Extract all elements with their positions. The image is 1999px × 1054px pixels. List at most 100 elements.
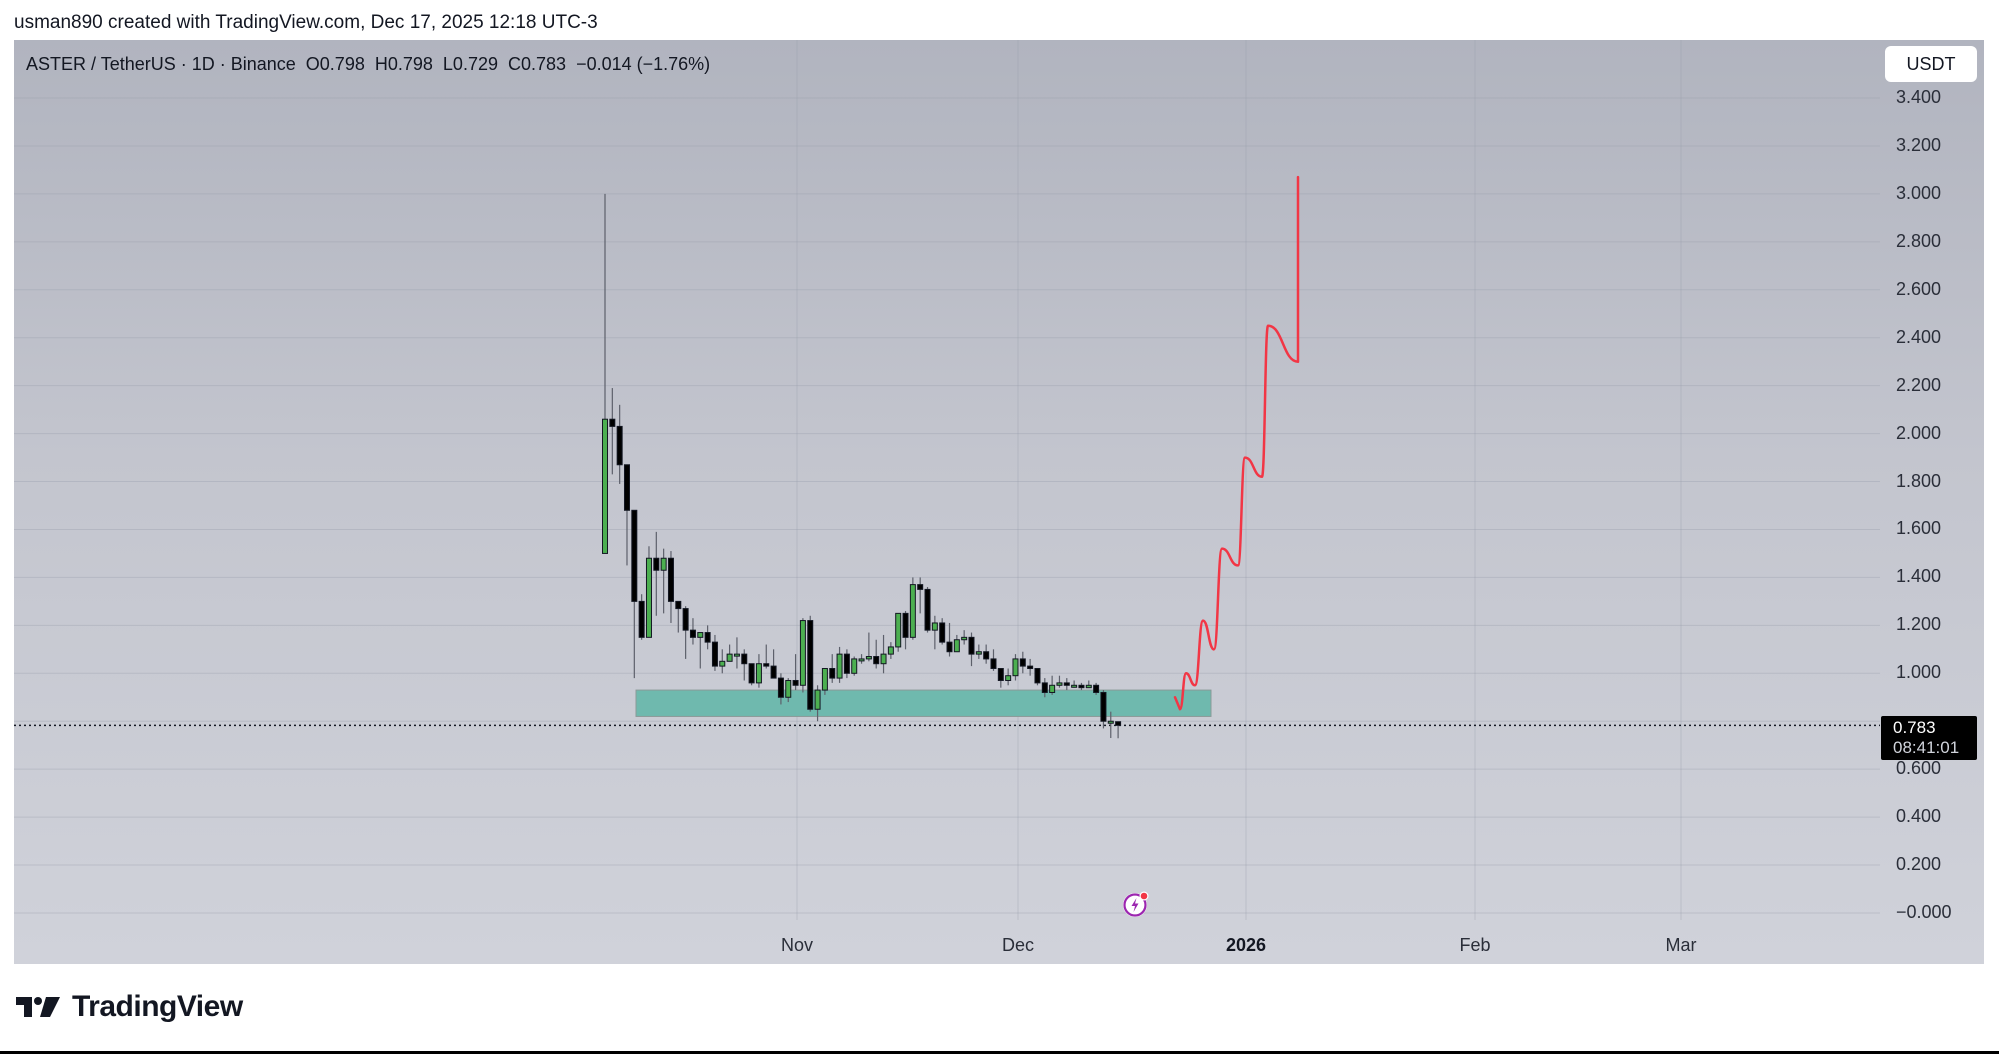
bullish-candle	[909, 584, 916, 638]
bullish-candle	[726, 653, 733, 662]
bullish-candle	[719, 660, 726, 667]
lightning-event-icon[interactable]	[1120, 888, 1152, 920]
price-axis-label: 3.000	[1896, 182, 1942, 203]
bearish-candle	[902, 612, 909, 638]
bearish-candle	[1115, 721, 1122, 726]
bullish-candle	[821, 668, 828, 691]
bullish-candle	[953, 639, 960, 653]
price-axis-label: 3.400	[1896, 87, 1942, 108]
bearish-candle	[777, 677, 784, 698]
projection-line-drawing	[1173, 175, 1300, 711]
bearish-candle	[675, 600, 682, 610]
currency-button[interactable]: USDT	[1885, 46, 1977, 82]
bearish-candle	[873, 656, 880, 665]
bearish-candle	[682, 608, 689, 631]
support-zone-rectangle	[635, 689, 1212, 717]
bullish-candle	[814, 689, 821, 710]
bullish-candle	[799, 620, 806, 686]
bearish-candle	[843, 653, 850, 674]
bearish-candle	[917, 584, 924, 590]
bullish-candle	[975, 651, 982, 655]
bullish-candle	[755, 663, 762, 684]
price-axis-label: 3.200	[1896, 134, 1942, 155]
legend-close: C0.783	[508, 54, 567, 74]
legend-low: L0.729	[442, 54, 498, 74]
bullish-candle	[1005, 675, 1012, 681]
bullish-candle	[931, 622, 938, 631]
bearish-candle	[711, 641, 718, 667]
bearish-candle	[1093, 684, 1100, 693]
time-axis-label: Mar	[1665, 935, 1697, 955]
price-axis-label: 1.400	[1896, 566, 1942, 587]
bearish-candle	[609, 418, 616, 427]
bearish-candle	[623, 464, 630, 511]
last-price-value: 0.783	[1893, 718, 1936, 737]
bearish-candle	[653, 557, 660, 571]
price-axis-label: 2.400	[1896, 326, 1942, 347]
bearish-candle	[983, 651, 990, 660]
bullish-candle	[1085, 684, 1092, 689]
bullish-candle	[895, 612, 902, 648]
bearish-candle	[1019, 658, 1026, 667]
price-axis-label: 2.200	[1896, 374, 1942, 395]
price-axis-label: 2.000	[1896, 422, 1942, 443]
bullish-candle	[733, 653, 740, 657]
bearish-candle	[1041, 682, 1048, 693]
bearish-candle	[807, 620, 814, 710]
bullish-candle	[645, 557, 652, 638]
price-axis-label: 0.200	[1896, 854, 1942, 875]
bullish-candle	[836, 653, 843, 679]
price-axis-label: 1.800	[1896, 470, 1942, 491]
bearish-candle	[939, 622, 946, 643]
bearish-candle	[741, 653, 748, 665]
bullish-candle	[785, 679, 792, 698]
legend-symbol[interactable]: ASTER / TetherUS · 1D · Binance	[26, 54, 296, 74]
bullish-candle	[1012, 658, 1019, 677]
bearish-candle	[1063, 682, 1070, 686]
bullish-candle	[602, 418, 608, 554]
legend-high: H0.798	[374, 54, 433, 74]
time-axis-label: 2026	[1225, 935, 1267, 955]
bullish-candle	[1056, 682, 1063, 686]
price-axis-label: −0.000	[1896, 902, 1952, 922]
legend-open: O0.798	[305, 54, 365, 74]
bearish-candle	[946, 641, 953, 653]
price-axis-label: 2.800	[1896, 230, 1942, 251]
price-axis-label: 0.600	[1896, 758, 1942, 779]
bearish-candle	[829, 668, 836, 679]
bearish-candle	[763, 663, 770, 667]
bearish-candle	[704, 632, 711, 643]
bearish-candle	[1034, 668, 1041, 684]
bearish-candle	[990, 658, 997, 670]
bearish-candle	[638, 600, 645, 638]
bearish-candle	[968, 636, 975, 655]
bearish-candle	[631, 509, 638, 602]
attribution-text: usman890 created with TradingView.com, D…	[14, 12, 598, 33]
bullish-candle	[1107, 720, 1114, 724]
price-axis-label: 2.600	[1896, 278, 1942, 299]
price-axis-label: 1.600	[1896, 518, 1942, 539]
bearish-candle	[616, 425, 623, 466]
time-axis-label: Dec	[1001, 935, 1035, 955]
bullish-candle	[887, 646, 894, 655]
bearish-candle	[997, 668, 1004, 681]
bullish-candle	[1071, 684, 1078, 688]
bullish-candle	[660, 557, 667, 571]
bearish-candle	[792, 679, 799, 686]
last-price-tag: 0.783 08:41:01	[1881, 716, 1977, 760]
bearish-candle	[1100, 691, 1107, 722]
bullish-candle	[1049, 684, 1056, 693]
symbol-legend: ASTER / TetherUS · 1D · Binance O0.798 H…	[26, 54, 710, 75]
bullish-candle	[961, 636, 968, 641]
price-axis-label: 1.200	[1896, 614, 1942, 635]
tradingview-logo[interactable]: TradingView	[16, 990, 243, 1024]
chart-pane[interactable]	[14, 40, 1984, 964]
bearish-candle	[667, 557, 674, 602]
price-axis-label: 1.000	[1896, 662, 1942, 683]
bearish-candle	[1027, 665, 1034, 670]
bearish-candle	[748, 663, 755, 684]
bottom-border	[0, 1051, 1999, 1054]
bearish-candle	[924, 588, 931, 631]
bar-countdown: 08:41:01	[1893, 738, 1960, 757]
